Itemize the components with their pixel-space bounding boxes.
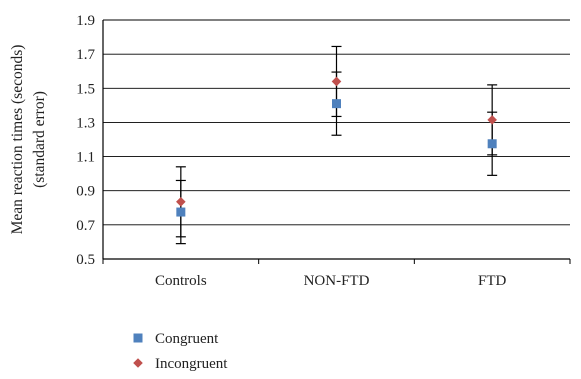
y-tick-label: 1.5 xyxy=(76,81,95,97)
congruent-point xyxy=(176,207,186,217)
x-tick-label: FTD xyxy=(478,273,507,289)
congruent-point xyxy=(332,99,341,109)
y-axis-title-line: (standard error) xyxy=(31,91,48,188)
axes xyxy=(102,20,571,264)
y-tick-label: 0.9 xyxy=(76,184,95,200)
legend: Congruent Incongruent xyxy=(133,331,228,372)
data-markers xyxy=(176,76,497,217)
incongruent-point xyxy=(176,197,186,207)
y-axis-title: Mean reaction times (seconds) (standard e… xyxy=(9,45,48,235)
y-tick-label: 1.7 xyxy=(76,47,95,63)
y-tick-labels: 0.5 0.7 0.9 1.1 1.3 1.5 1.7 1.9 xyxy=(76,13,95,268)
y-tick-label: 1.9 xyxy=(76,13,95,29)
legend-label: Congruent xyxy=(155,331,219,347)
y-tick-label: 0.7 xyxy=(76,218,95,234)
incongruent-point xyxy=(487,115,497,125)
y-tick-label: 1.1 xyxy=(76,150,95,166)
error-bars xyxy=(175,45,498,245)
x-tick-label: NON-FTD xyxy=(304,273,370,289)
y-tick-label: 1.3 xyxy=(76,115,95,131)
x-tick-labels: Controls NON-FTD FTD xyxy=(155,273,507,289)
legend-diamond-icon xyxy=(133,358,143,368)
x-tick-label: Controls xyxy=(155,273,207,289)
incongruent-point xyxy=(331,76,342,87)
legend-label: Incongruent xyxy=(155,356,228,372)
y-axis-title-line: Mean reaction times (seconds) xyxy=(9,45,26,235)
legend-square-icon xyxy=(133,333,143,343)
y-tick-label: 0.5 xyxy=(76,252,95,268)
congruent-point xyxy=(487,139,497,149)
